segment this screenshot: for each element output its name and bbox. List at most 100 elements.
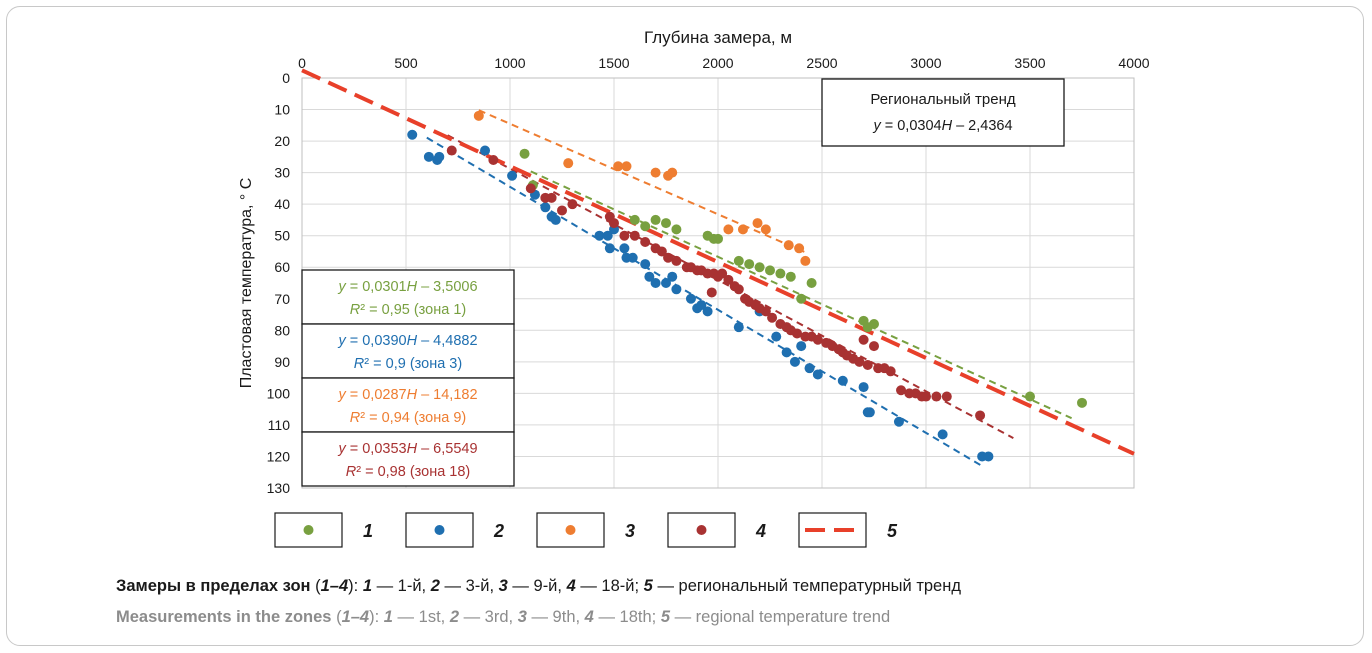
data-point [619, 243, 630, 254]
data-point [1077, 397, 1087, 408]
data-point [760, 224, 771, 235]
data-point [723, 224, 734, 235]
data-point [937, 429, 948, 440]
data-point [760, 306, 771, 317]
equation-series-1: y = 0,0301H – 3,5006 [337, 279, 477, 295]
data-point [661, 218, 671, 229]
data-point [796, 293, 807, 304]
data-point [864, 407, 875, 418]
r-squared-series-1: R² = 0,95 (зона 1) [350, 302, 466, 318]
data-point [640, 237, 651, 247]
y-tick-label: 60 [274, 259, 290, 275]
y-tick-label: 120 [267, 448, 291, 464]
data-point [794, 243, 805, 254]
data-point [723, 274, 734, 285]
trendline-series-4 [447, 134, 1014, 439]
data-point [434, 151, 445, 162]
data-point [602, 230, 613, 241]
data-point [702, 306, 713, 317]
r-squared-series-4: R² = 0,98 (зона 18) [346, 464, 471, 480]
data-point [885, 366, 896, 377]
data-point [640, 221, 651, 232]
data-point [650, 167, 661, 178]
data-point [671, 284, 682, 295]
data-point [627, 252, 638, 263]
y-tick-label: 30 [274, 165, 290, 181]
data-point [767, 312, 778, 323]
data-point [604, 243, 615, 254]
data-point [792, 328, 803, 339]
data-point [640, 259, 651, 270]
data-point [567, 199, 578, 210]
trendline-series-3 [478, 109, 808, 255]
data-point [644, 271, 655, 282]
scatter-chart: 0 500 1000 1500 2000 2500 3000 3500 4000 0 10 20 30 4… [238, 28, 1150, 548]
r-squared-series-3: R² = 0,94 (зона 9) [350, 410, 466, 426]
data-point [650, 278, 661, 288]
data-point [446, 145, 457, 156]
data-point [717, 268, 728, 279]
data-point [525, 183, 536, 194]
legend-label-5: 5 [887, 521, 898, 541]
y-tick-label: 70 [274, 291, 290, 307]
data-point [983, 451, 994, 462]
equation-box-series-2 [301, 323, 515, 379]
y-tick-label: 90 [274, 354, 290, 370]
data-point [752, 218, 763, 229]
data-point [671, 224, 682, 235]
data-point [744, 259, 755, 270]
data-point [733, 255, 744, 266]
y-tick-label: 10 [274, 102, 290, 118]
caption-russian: Замеры в пределах зон (1–4): 1 — 1-й, 2 … [116, 577, 961, 595]
data-point [685, 293, 696, 304]
data-point [765, 265, 775, 276]
data-point [775, 268, 786, 279]
data-point [781, 347, 792, 358]
data-point [661, 278, 671, 288]
data-point [893, 416, 904, 427]
x-axis-title: Глубина замера, м [644, 28, 792, 47]
x-tick-label: 0 [298, 55, 306, 71]
data-point [869, 319, 879, 329]
data-point [706, 287, 717, 298]
data-point [771, 331, 782, 342]
regional-trend-equation: y = 0,0304H – 2,4364 [872, 118, 1012, 134]
data-point [1025, 391, 1035, 402]
data-point [619, 230, 630, 241]
data-point [713, 233, 723, 244]
legend-marker-2 [434, 525, 445, 535]
data-point [854, 356, 865, 367]
data-point [812, 369, 823, 380]
x-tick-label: 2500 [806, 55, 837, 71]
x-tick-label: 3500 [1014, 55, 1045, 71]
equation-series-2: y = 0,0390H – 4,4882 [337, 333, 477, 349]
legend-label-3: 3 [625, 521, 635, 541]
data-point [546, 192, 557, 203]
y-tick-label: 20 [274, 133, 290, 149]
caption-english: Measurements in the zones (1–4): 1 — 1st… [116, 608, 891, 626]
data-point [975, 410, 986, 421]
data-point [423, 151, 434, 162]
data-point [696, 300, 707, 311]
data-point [656, 246, 667, 257]
data-point [812, 334, 823, 345]
legend-label-4: 4 [755, 521, 766, 541]
data-point [507, 170, 518, 181]
data-point [858, 382, 869, 393]
data-point [621, 161, 632, 172]
data-point [540, 202, 551, 213]
series-1-points [519, 148, 1087, 408]
x-tick-label: 500 [394, 55, 418, 71]
data-point [858, 334, 869, 345]
y-tick-label: 130 [267, 480, 291, 496]
data-point [613, 161, 624, 172]
series-2-points [407, 129, 994, 462]
legend-marker-1 [303, 525, 314, 535]
equation-box-series-1 [301, 269, 515, 325]
data-point [921, 391, 931, 402]
legend-label-2: 2 [493, 521, 504, 541]
data-point [663, 252, 674, 263]
x-tick-label: 1500 [598, 55, 629, 71]
data-point [550, 214, 561, 225]
data-point [519, 148, 530, 159]
